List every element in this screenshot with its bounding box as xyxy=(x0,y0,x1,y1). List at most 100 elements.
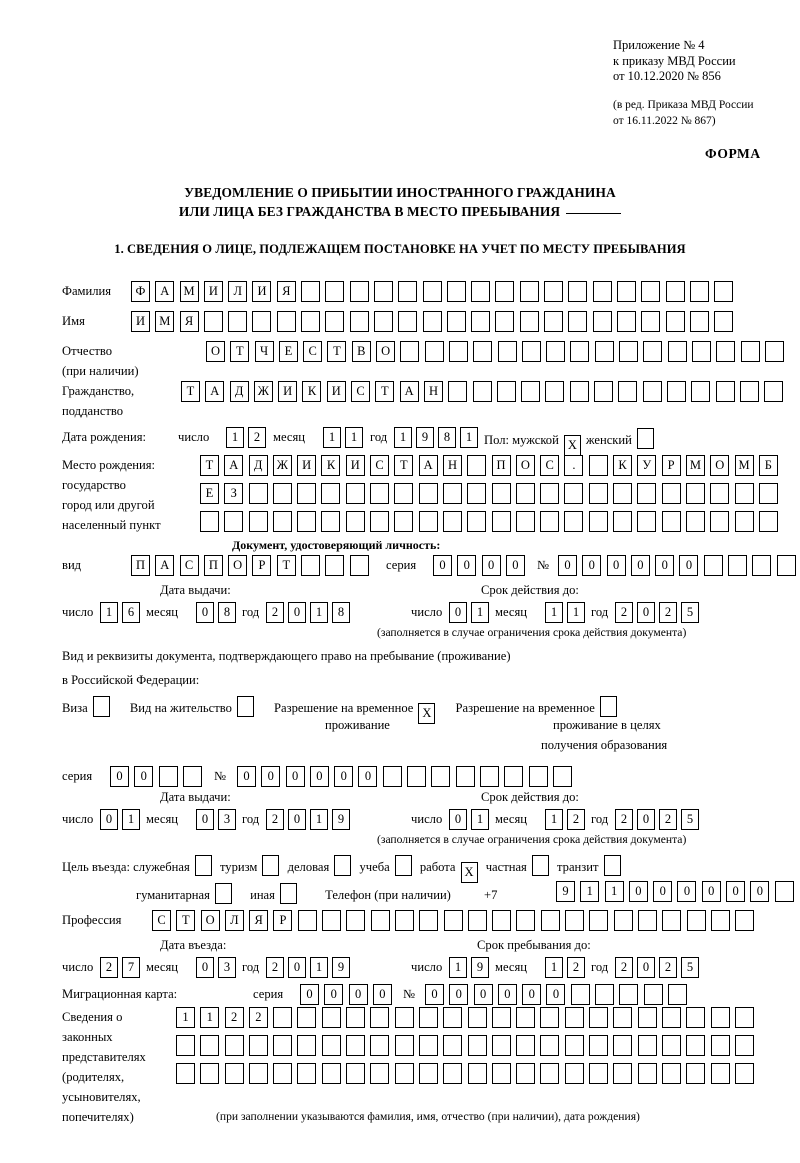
cell[interactable] xyxy=(540,1035,560,1056)
cell[interactable] xyxy=(662,910,682,931)
cell[interactable]: И xyxy=(345,455,365,476)
cell[interactable] xyxy=(715,381,735,402)
cell[interactable]: 0 xyxy=(522,984,542,1005)
cell[interactable]: 0 xyxy=(630,555,650,576)
cell[interactable]: Е xyxy=(278,341,298,362)
cell[interactable] xyxy=(710,1035,730,1056)
cell[interactable] xyxy=(370,910,390,931)
cell[interactable] xyxy=(301,281,321,302)
cell[interactable] xyxy=(703,555,723,576)
cell[interactable] xyxy=(546,341,566,362)
cell[interactable]: 0 xyxy=(196,809,214,830)
cell[interactable] xyxy=(182,766,202,787)
cell[interactable] xyxy=(643,984,663,1005)
cell[interactable] xyxy=(589,1007,609,1028)
cell[interactable] xyxy=(739,381,759,402)
cell[interactable] xyxy=(491,483,511,504)
cell[interactable]: Т xyxy=(394,455,414,476)
cell[interactable] xyxy=(394,910,414,931)
cell[interactable] xyxy=(455,766,475,787)
cell[interactable] xyxy=(422,281,442,302)
cell[interactable]: Л xyxy=(228,281,248,302)
cell[interactable]: 9 xyxy=(332,957,350,978)
cell[interactable] xyxy=(665,281,685,302)
cell[interactable] xyxy=(515,511,535,532)
cell[interactable] xyxy=(613,483,633,504)
cell[interactable]: 2 xyxy=(659,957,677,978)
cell[interactable]: И xyxy=(203,281,223,302)
cell[interactable] xyxy=(643,341,663,362)
cell[interactable]: 8 xyxy=(438,427,456,448)
cell[interactable] xyxy=(637,511,657,532)
cell[interactable]: 2 xyxy=(567,957,585,978)
cell[interactable] xyxy=(686,1035,706,1056)
cell[interactable]: 2 xyxy=(659,602,677,623)
cell[interactable] xyxy=(349,555,369,576)
cell[interactable] xyxy=(448,381,468,402)
cell[interactable]: 1 xyxy=(122,809,140,830)
cell[interactable] xyxy=(569,381,589,402)
cell[interactable]: 1 xyxy=(471,809,489,830)
cell[interactable] xyxy=(594,341,614,362)
cell[interactable]: 5 xyxy=(681,602,699,623)
cell[interactable]: 1 xyxy=(545,957,563,978)
cell[interactable] xyxy=(661,1063,681,1084)
cell[interactable]: М xyxy=(179,281,199,302)
cell[interactable]: 0 xyxy=(750,881,770,902)
cell[interactable]: 0 xyxy=(324,984,344,1005)
cell[interactable]: Я xyxy=(179,311,199,332)
cell[interactable]: А xyxy=(155,555,175,576)
cell[interactable] xyxy=(540,910,560,931)
cell[interactable] xyxy=(689,311,709,332)
cell[interactable] xyxy=(491,1007,511,1028)
cell[interactable] xyxy=(764,341,784,362)
cell[interactable] xyxy=(422,311,442,332)
cell[interactable] xyxy=(394,1063,414,1084)
cell[interactable] xyxy=(637,1035,657,1056)
cell[interactable]: 0 xyxy=(653,881,673,902)
cell[interactable]: Т xyxy=(327,341,347,362)
cell[interactable]: 1 xyxy=(580,881,600,902)
cell[interactable] xyxy=(446,311,466,332)
cell[interactable] xyxy=(382,766,402,787)
cell[interactable] xyxy=(540,483,560,504)
cell[interactable]: Л xyxy=(224,910,244,931)
cell[interactable] xyxy=(301,311,321,332)
cell[interactable]: 2 xyxy=(659,809,677,830)
cell[interactable] xyxy=(710,1063,730,1084)
cell[interactable] xyxy=(200,1035,220,1056)
cell[interactable]: 1 xyxy=(310,602,328,623)
cell[interactable] xyxy=(716,341,736,362)
cell[interactable] xyxy=(776,555,796,576)
cell[interactable] xyxy=(564,1063,584,1084)
cell[interactable] xyxy=(345,511,365,532)
cell[interactable] xyxy=(666,381,686,402)
cell[interactable] xyxy=(442,511,462,532)
cell[interactable]: Е xyxy=(200,483,219,504)
cell[interactable]: 6 xyxy=(122,602,140,623)
cell[interactable] xyxy=(686,1007,706,1028)
cell[interactable] xyxy=(568,281,588,302)
cell[interactable]: С xyxy=(540,455,560,476)
cell[interactable]: И xyxy=(278,381,298,402)
cell[interactable] xyxy=(552,766,572,787)
cell[interactable] xyxy=(398,281,418,302)
cell[interactable]: Я xyxy=(276,281,296,302)
cell[interactable] xyxy=(764,381,784,402)
cell[interactable]: Д xyxy=(229,381,249,402)
cell[interactable]: И xyxy=(131,311,150,332)
cell[interactable]: 0 xyxy=(637,602,655,623)
cell[interactable] xyxy=(540,1063,560,1084)
cell[interactable]: К xyxy=(321,455,341,476)
cell[interactable] xyxy=(685,483,705,504)
sex-male-checkbox[interactable]: X xyxy=(563,435,581,456)
cell[interactable] xyxy=(740,341,760,362)
cell[interactable] xyxy=(588,455,608,476)
cell[interactable]: О xyxy=(515,455,535,476)
cell[interactable]: 2 xyxy=(266,602,284,623)
